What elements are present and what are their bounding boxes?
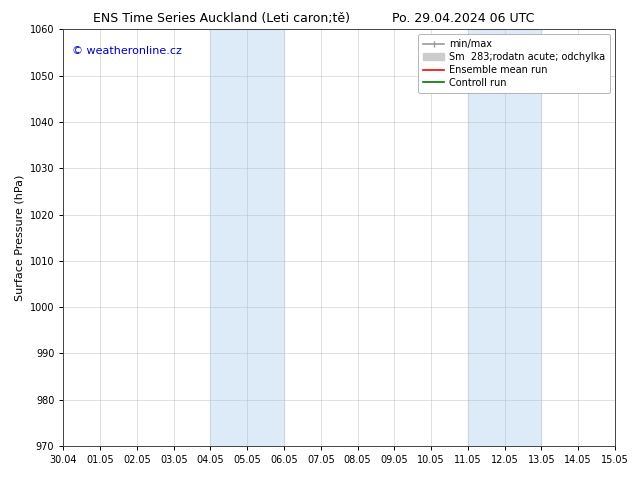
Text: ENS Time Series Auckland (Leti caron;tě): ENS Time Series Auckland (Leti caron;tě) bbox=[93, 12, 351, 25]
Bar bbox=[468, 29, 541, 446]
Legend: min/max, Sm  283;rodatn acute; odchylka, Ensemble mean run, Controll run: min/max, Sm 283;rodatn acute; odchylka, … bbox=[418, 34, 610, 93]
Bar bbox=[210, 29, 284, 446]
Text: Po. 29.04.2024 06 UTC: Po. 29.04.2024 06 UTC bbox=[392, 12, 534, 25]
Y-axis label: Surface Pressure (hPa): Surface Pressure (hPa) bbox=[14, 174, 24, 301]
Text: © weatheronline.cz: © weatheronline.cz bbox=[72, 46, 181, 56]
